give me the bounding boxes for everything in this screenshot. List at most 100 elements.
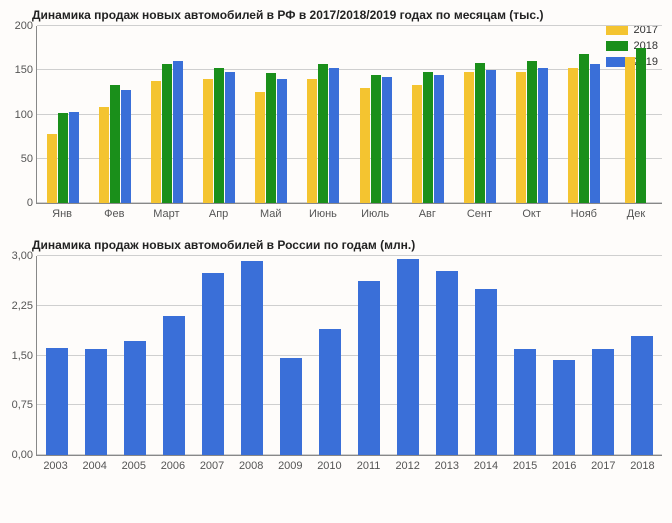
bar [514, 349, 536, 455]
bar [319, 329, 341, 455]
bar [434, 75, 444, 203]
bar-group [37, 26, 89, 203]
bar [568, 68, 578, 203]
bar-group [349, 26, 401, 203]
bar-group [141, 26, 193, 203]
bar [592, 349, 614, 455]
bar [225, 72, 235, 203]
y-tick-label: 200 [7, 20, 33, 32]
bar [486, 70, 496, 203]
x-tick-label: Дек [610, 204, 662, 220]
bar-group [350, 256, 389, 455]
x-tick-label: Окт [506, 204, 558, 220]
bar [47, 134, 57, 203]
x-tick-label: 2009 [271, 456, 310, 472]
y-tick-label: 2,25 [7, 300, 33, 312]
chart1-title: Динамика продаж новых автомобилей в РФ в… [0, 0, 672, 26]
bar-group [402, 26, 454, 203]
bar [110, 85, 120, 203]
bar-group [506, 26, 558, 203]
x-tick-label: 2004 [75, 456, 114, 472]
bar [631, 336, 653, 455]
x-tick-label: 2012 [388, 456, 427, 472]
x-tick-label: 2016 [545, 456, 584, 472]
bar [46, 348, 68, 455]
bar [173, 61, 183, 203]
bar [121, 90, 131, 203]
x-tick-label: 2003 [36, 456, 75, 472]
x-tick-label: Фев [88, 204, 140, 220]
x-tick-label: Март [140, 204, 192, 220]
x-tick-label: 2008 [232, 456, 271, 472]
bar [538, 68, 548, 203]
yearly-sales-chart: Динамика продаж новых автомобилей в Росс… [0, 230, 672, 472]
bar [475, 63, 485, 203]
x-tick-label: Янв [36, 204, 88, 220]
bar-group [610, 26, 662, 203]
x-tick-label: Нояб [558, 204, 610, 220]
bar [553, 360, 575, 455]
bar-group [467, 256, 506, 455]
bar [151, 81, 161, 203]
bar [163, 316, 185, 455]
y-tick-label: 0,00 [7, 449, 33, 461]
bar [382, 77, 392, 203]
bar [124, 341, 146, 455]
bar-group [76, 256, 115, 455]
bar [266, 73, 276, 203]
x-tick-label: Авг [401, 204, 453, 220]
bar-group [584, 256, 623, 455]
y-tick-label: 1,50 [7, 350, 33, 362]
bar [241, 261, 263, 455]
chart1-xaxis: ЯнвФевМартАпрМайИюньИюльАвгСентОктНоябДе… [36, 204, 662, 220]
chart2-plot: 0,000,751,502,253,00 [36, 256, 662, 456]
x-tick-label: Май [245, 204, 297, 220]
bar-group [545, 256, 584, 455]
bar [214, 68, 224, 203]
bar [280, 358, 302, 456]
bar [590, 64, 600, 203]
bar-group [297, 26, 349, 203]
bar [255, 92, 265, 203]
x-tick-label: 2011 [349, 456, 388, 472]
bar [69, 112, 79, 203]
bar-group [454, 26, 506, 203]
y-tick-label: 100 [7, 109, 33, 121]
bar-group [558, 26, 610, 203]
bar [475, 289, 497, 455]
y-tick-label: 0 [7, 197, 33, 209]
y-tick-label: 50 [7, 153, 33, 165]
x-tick-label: 2006 [153, 456, 192, 472]
monthly-sales-chart: Динамика продаж новых автомобилей в РФ в… [0, 0, 672, 220]
bar [516, 72, 526, 203]
x-tick-label: 2018 [623, 456, 662, 472]
bar [85, 349, 107, 455]
bar [360, 88, 370, 203]
bar [329, 68, 339, 203]
bar-group [115, 256, 154, 455]
bar [318, 64, 328, 203]
bar [436, 271, 458, 455]
bar [162, 64, 172, 203]
bar [625, 57, 635, 203]
bar-group [428, 256, 467, 455]
bar-group [271, 256, 310, 455]
bar [58, 113, 68, 203]
bar [423, 72, 433, 203]
bar [202, 273, 224, 455]
bar [527, 61, 537, 203]
x-tick-label: 2017 [584, 456, 623, 472]
chart1-plot: 050100150200 [36, 26, 662, 204]
bar [464, 72, 474, 203]
y-tick-label: 0,75 [7, 399, 33, 411]
x-tick-label: 2005 [114, 456, 153, 472]
chart2-xaxis: 2003200420052006200720082009201020112012… [36, 456, 662, 472]
x-tick-label: 2007 [193, 456, 232, 472]
bar [307, 79, 317, 203]
x-tick-label: 2014 [466, 456, 505, 472]
bar [99, 107, 109, 203]
bar-group [154, 256, 193, 455]
x-tick-label: Апр [193, 204, 245, 220]
bar-group [89, 26, 141, 203]
bar-group [623, 256, 662, 455]
